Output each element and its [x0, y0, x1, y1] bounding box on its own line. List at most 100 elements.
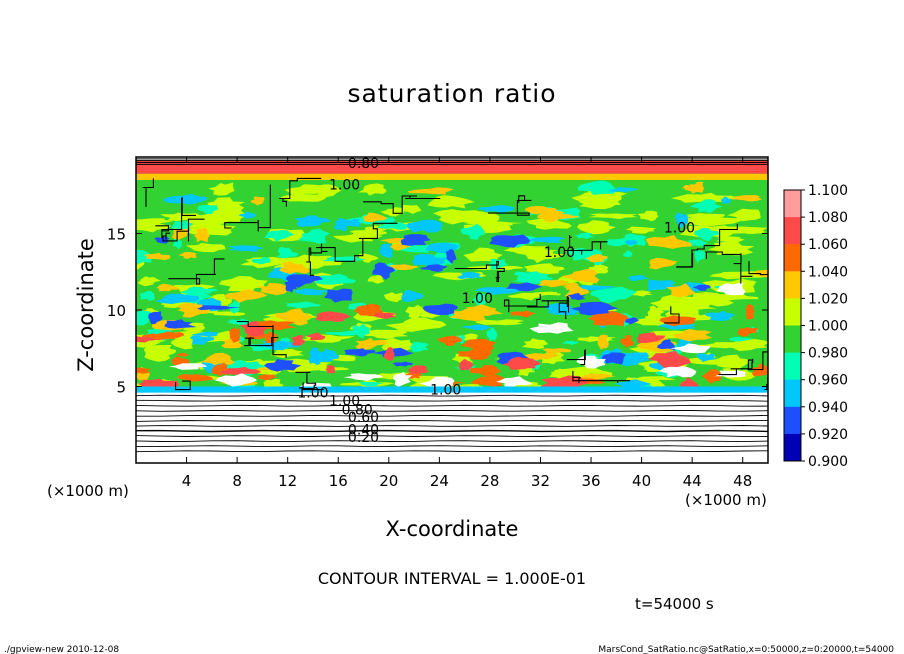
field-patch — [393, 371, 413, 387]
colorbar-label: 0.980 — [808, 346, 848, 362]
colorbar-swatch — [784, 271, 801, 299]
field-patch — [659, 315, 697, 327]
field-patch — [284, 184, 337, 195]
field-patch — [745, 303, 755, 320]
field-patch — [544, 303, 579, 314]
field-patch — [620, 334, 634, 349]
contour-lines — [136, 157, 768, 453]
field-patch — [716, 282, 746, 296]
colorbar-label: 1.100 — [808, 183, 848, 199]
contour-line — [718, 351, 768, 376]
field-patch — [229, 327, 240, 343]
field-patch — [218, 366, 261, 375]
field-patch — [636, 332, 667, 343]
field-patch — [674, 212, 689, 229]
field-patch — [227, 318, 252, 326]
colorbar-swatch — [784, 217, 801, 245]
field-patch — [448, 308, 494, 322]
field-patch — [275, 250, 298, 259]
field-patch — [523, 263, 565, 274]
field-patch — [140, 290, 155, 301]
field-patch — [496, 376, 533, 388]
field-patch — [675, 303, 718, 311]
contour-line — [136, 435, 768, 437]
x-tick-label: 24 — [430, 472, 449, 490]
contour-label: 1.00 — [664, 220, 695, 236]
field-patch — [715, 236, 745, 243]
field-patch — [400, 234, 431, 246]
field-patch — [657, 339, 676, 351]
field-patch — [436, 335, 463, 346]
colorbar: 1.100 1.080 1.060 1.040 1.020 1.000 0.980 0.960… — [783, 183, 848, 470]
field-patch — [208, 182, 235, 196]
field-patch — [136, 310, 151, 326]
field-patch — [418, 376, 455, 390]
field-patch — [538, 279, 569, 288]
field-patch — [383, 347, 395, 361]
field-patch — [358, 381, 384, 387]
field-patch — [367, 274, 385, 284]
colorbar-swatch — [784, 433, 801, 462]
x-tick-label: 32 — [531, 472, 550, 490]
colorbar-swatch — [784, 379, 801, 408]
y-tick-label: 15 — [107, 226, 126, 244]
field-patch — [297, 228, 330, 244]
field-patch — [363, 212, 388, 223]
field-patch — [197, 305, 241, 311]
field-patch — [257, 282, 288, 296]
field-patch — [227, 245, 264, 252]
contour-line — [155, 196, 196, 239]
contour-line — [244, 336, 279, 347]
field-patch — [284, 277, 297, 293]
x-tick-label: 44 — [683, 472, 702, 490]
saturation-field — [136, 157, 768, 463]
field-patch — [343, 373, 384, 381]
field-patch — [692, 284, 712, 291]
field-patch — [694, 227, 720, 242]
field-patch — [322, 256, 367, 262]
x-tick-label: 48 — [733, 472, 752, 490]
field-patch — [228, 300, 240, 314]
field-patch — [256, 374, 278, 380]
x-tick-label: 16 — [329, 472, 348, 490]
field-patch — [542, 348, 572, 354]
field-patch — [625, 226, 657, 234]
contour-line — [306, 243, 328, 276]
field-patch — [355, 337, 379, 350]
colorbar-label: 0.960 — [808, 373, 848, 389]
contour-line — [224, 184, 271, 232]
footer-right: MarsCond_SatRatio.nc@SatRatio,x=0:50000,… — [598, 645, 894, 654]
x-tick-label: 4 — [182, 472, 192, 490]
field-patch — [645, 235, 692, 249]
field-patch — [250, 196, 265, 206]
field-patch — [164, 319, 197, 329]
field-patch — [239, 320, 268, 337]
x-unit-right: (×1000 m) — [685, 491, 767, 509]
field-patch — [351, 323, 370, 339]
contour-line — [136, 445, 768, 448]
field-patch — [409, 341, 429, 352]
field-patch — [526, 236, 565, 243]
field-patch — [624, 239, 638, 246]
field-patch — [590, 286, 638, 304]
field-patch — [489, 234, 531, 248]
field-patch — [358, 329, 409, 339]
field-patch — [647, 279, 676, 291]
contour-line — [676, 223, 738, 268]
field-patch — [445, 249, 457, 264]
field-patch — [608, 187, 638, 193]
colorbar-swatch — [784, 190, 801, 218]
field-patch — [524, 206, 558, 215]
x-unit-left: (×1000 m) — [47, 482, 129, 500]
field-patch — [460, 223, 485, 240]
field-patch — [265, 331, 277, 343]
contour-label: 1.00 — [430, 383, 461, 399]
contour-label: 1.00 — [544, 245, 575, 261]
field-patch — [574, 285, 618, 291]
field-patch — [189, 335, 215, 345]
contour-interval-text: CONTOUR INTERVAL = 1.000E-01 — [318, 569, 586, 588]
field-patch — [196, 207, 251, 225]
contour-line — [236, 321, 287, 358]
field-patch — [659, 366, 697, 378]
field-patch — [316, 348, 340, 362]
